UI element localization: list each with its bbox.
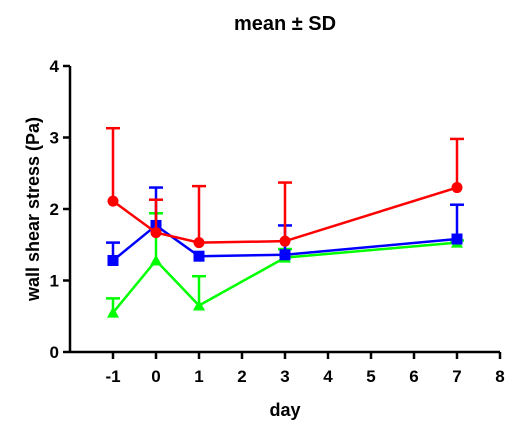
y-axis-label: wall shear stress (Pa) xyxy=(23,117,43,302)
data-point xyxy=(451,233,463,245)
data-point xyxy=(107,254,119,266)
x-tick-label: 8 xyxy=(495,367,504,386)
data-point xyxy=(193,250,205,262)
y-tick-label: 0 xyxy=(50,343,59,362)
y-tick-label: 2 xyxy=(50,200,59,219)
x-tick-label: 2 xyxy=(237,367,246,386)
x-tick-label: -1 xyxy=(105,367,120,386)
data-point xyxy=(279,235,291,247)
x-tick-label: 0 xyxy=(151,367,160,386)
data-point xyxy=(150,254,162,266)
plot-area xyxy=(106,126,464,318)
axes: -1 0 1 2 3 4 5 6 7 8 0 1 2 3 4 xyxy=(50,57,505,386)
data-point xyxy=(107,195,119,207)
x-tick-label: 5 xyxy=(366,367,375,386)
x-tick-label: 3 xyxy=(280,367,289,386)
data-point xyxy=(107,306,119,318)
chart-title: mean ± SD xyxy=(234,13,336,35)
series-3 xyxy=(106,126,464,249)
y-tick-label: 1 xyxy=(50,272,59,291)
x-tick-label: 1 xyxy=(194,367,203,386)
y-tick-label: 3 xyxy=(50,129,59,148)
x-tick-label: 6 xyxy=(409,367,418,386)
data-point xyxy=(193,299,205,311)
data-point xyxy=(451,182,463,194)
y-tick-label: 4 xyxy=(50,57,60,76)
x-axis-label: day xyxy=(269,400,300,420)
data-point xyxy=(279,249,291,261)
x-tick-label: 4 xyxy=(323,367,333,386)
x-tick-label: 7 xyxy=(452,367,461,386)
data-point xyxy=(150,227,162,239)
data-point xyxy=(193,237,205,249)
